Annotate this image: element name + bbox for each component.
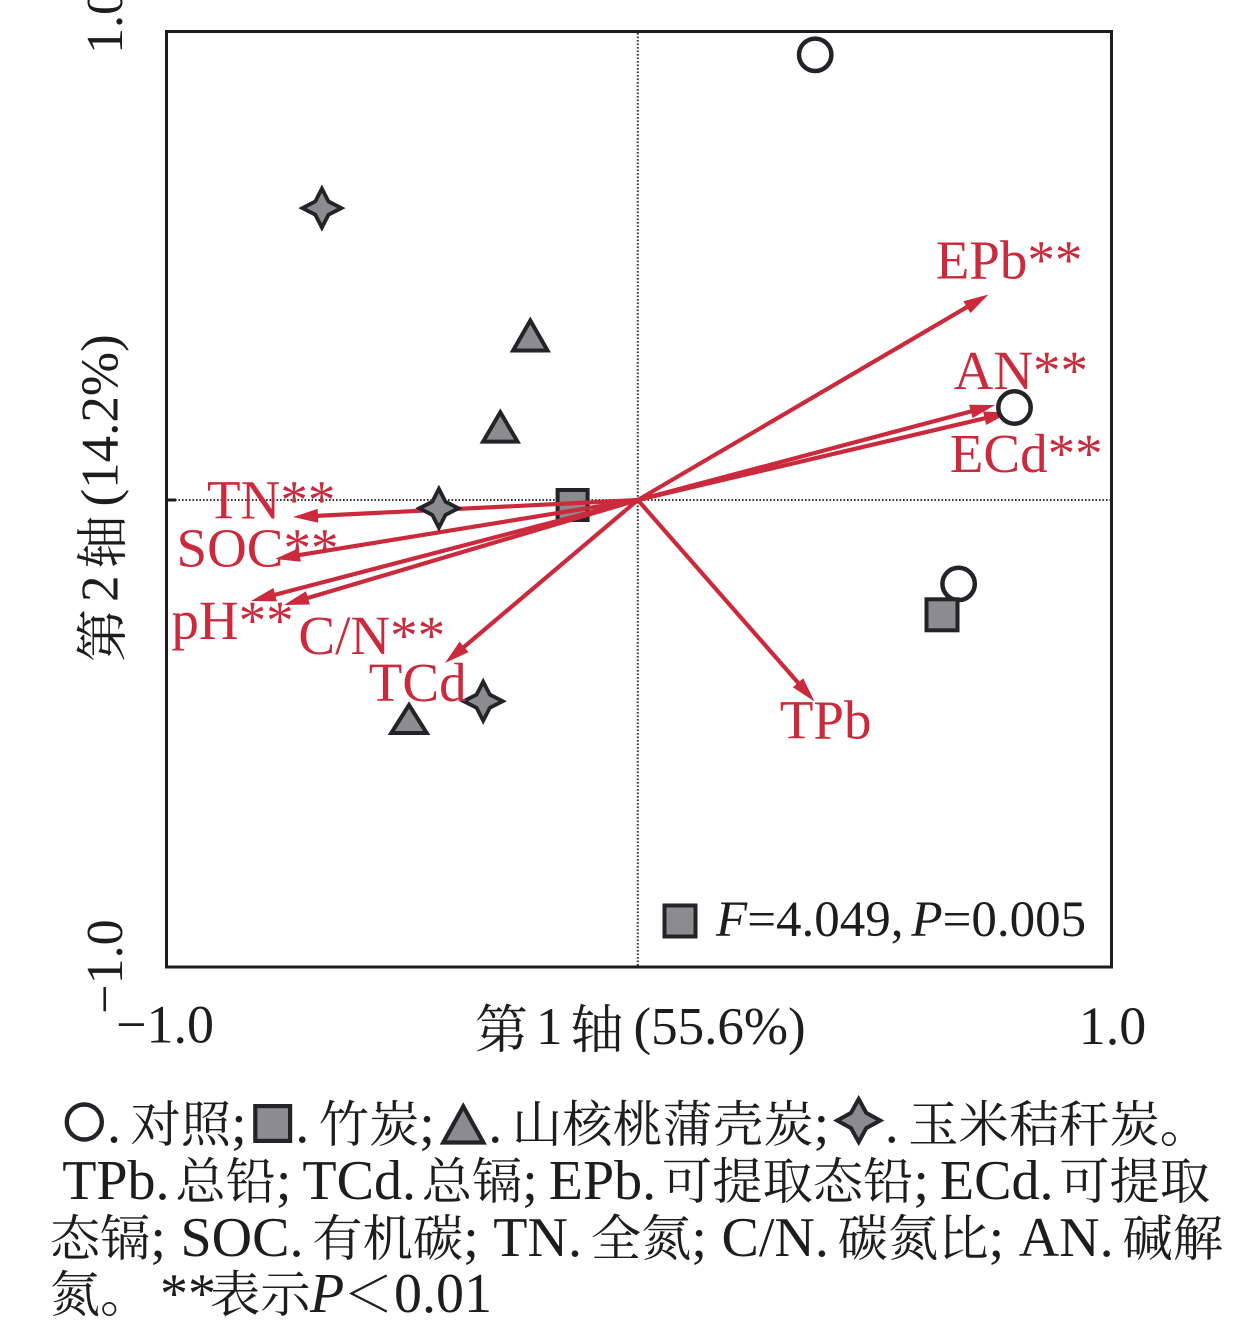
svg-text:0.01: 0.01 xyxy=(394,1263,492,1323)
svg-text:;: ; xyxy=(522,1150,538,1212)
svg-text:TCd.: TCd. xyxy=(302,1150,416,1212)
svg-text:ECd**: ECd** xyxy=(950,423,1103,484)
svg-text:P: P xyxy=(910,892,942,948)
svg-text:F: F xyxy=(715,892,748,948)
svg-text:TPb: TPb xyxy=(780,689,872,750)
svg-text:;: ; xyxy=(814,1093,830,1155)
svg-text:C/N**: C/N** xyxy=(298,605,445,666)
svg-text:;: ; xyxy=(913,1150,929,1212)
svg-text:(55.6%): (55.6%) xyxy=(634,998,806,1056)
svg-text:TN.: TN. xyxy=(493,1207,582,1269)
svg-text:EPb**: EPb** xyxy=(936,229,1083,290)
svg-text:AN**: AN** xyxy=(954,340,1088,401)
svg-text:P: P xyxy=(309,1263,344,1323)
svg-text:(14.2%): (14.2%) xyxy=(72,334,130,506)
svg-text:TN**: TN** xyxy=(207,469,335,530)
svg-text:EPb.: EPb. xyxy=(549,1150,656,1212)
svg-text:1.0: 1.0 xyxy=(1079,996,1147,1056)
svg-text:=4.049,: =4.049, xyxy=(747,892,903,948)
svg-text:pH**: pH** xyxy=(171,590,293,651)
svg-text:.: . xyxy=(107,1093,121,1155)
svg-text:.: . xyxy=(295,1093,309,1155)
svg-text:ECd.: ECd. xyxy=(940,1150,1054,1212)
svg-text:SOC.: SOC. xyxy=(181,1207,304,1269)
svg-text:;: ; xyxy=(276,1150,292,1212)
svg-text:C/N.: C/N. xyxy=(722,1207,829,1269)
svg-text:TCd: TCd xyxy=(369,652,467,713)
svg-text:**: ** xyxy=(160,1263,216,1323)
svg-text:TPb.: TPb. xyxy=(62,1150,169,1212)
svg-text:;: ; xyxy=(419,1093,435,1155)
svg-text:;: ; xyxy=(691,1207,707,1269)
svg-text:=0.005: =0.005 xyxy=(943,892,1087,948)
svg-text:SOC**: SOC** xyxy=(177,518,339,579)
svg-text:−1.0: −1.0 xyxy=(77,919,134,1013)
svg-text:1: 1 xyxy=(536,998,563,1056)
svg-text:2: 2 xyxy=(72,576,130,603)
svg-text:;: ; xyxy=(989,1207,1005,1269)
svg-text:AN.: AN. xyxy=(1019,1207,1114,1269)
svg-text:;: ; xyxy=(231,1093,247,1155)
svg-text:.: . xyxy=(488,1093,502,1155)
svg-text:;: ; xyxy=(150,1207,166,1269)
svg-text:;: ; xyxy=(463,1207,479,1269)
svg-text:1.0: 1.0 xyxy=(77,0,134,54)
svg-text:.: . xyxy=(885,1093,899,1155)
svg-text:−1.0: −1.0 xyxy=(116,994,214,1054)
